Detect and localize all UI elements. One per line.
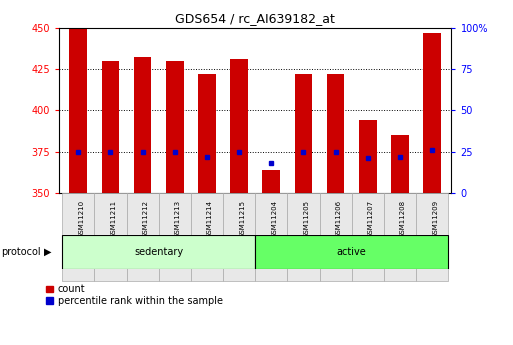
FancyBboxPatch shape [287,193,320,281]
Text: GSM11212: GSM11212 [143,200,149,238]
Text: GSM11213: GSM11213 [175,200,181,238]
Bar [359,120,377,193]
Text: GSM11215: GSM11215 [239,200,245,238]
FancyBboxPatch shape [223,193,255,281]
FancyBboxPatch shape [416,193,448,281]
Text: GSM11208: GSM11208 [400,200,406,238]
Bar [263,170,280,193]
Bar [102,61,120,193]
Bar [391,135,409,193]
Text: GSM11204: GSM11204 [271,200,278,238]
FancyBboxPatch shape [94,193,127,281]
Legend: count, percentile rank within the sample: count, percentile rank within the sample [46,284,223,306]
Bar [198,74,216,193]
Text: protocol: protocol [1,247,41,257]
Bar [166,61,184,193]
FancyBboxPatch shape [255,193,287,281]
Bar [230,59,248,193]
FancyBboxPatch shape [127,193,159,281]
Text: GSM11205: GSM11205 [304,200,309,238]
Text: GSM11211: GSM11211 [110,200,116,238]
Title: GDS654 / rc_AI639182_at: GDS654 / rc_AI639182_at [175,12,335,25]
Text: GSM11206: GSM11206 [336,200,342,238]
Bar [134,57,151,193]
Bar [69,29,87,193]
FancyBboxPatch shape [352,193,384,281]
FancyBboxPatch shape [159,193,191,281]
Bar [423,32,441,193]
FancyBboxPatch shape [384,193,416,281]
FancyBboxPatch shape [62,193,94,281]
FancyBboxPatch shape [62,235,255,269]
Text: GSM11207: GSM11207 [368,200,374,238]
Text: GSM11209: GSM11209 [432,200,438,238]
Text: active: active [337,247,367,257]
FancyBboxPatch shape [320,193,352,281]
Text: ▶: ▶ [44,247,51,257]
FancyBboxPatch shape [191,193,223,281]
Bar [327,74,345,193]
Text: sedentary: sedentary [134,247,183,257]
Bar [294,74,312,193]
Text: GSM11214: GSM11214 [207,200,213,238]
FancyBboxPatch shape [255,235,448,269]
Text: GSM11210: GSM11210 [78,200,84,238]
